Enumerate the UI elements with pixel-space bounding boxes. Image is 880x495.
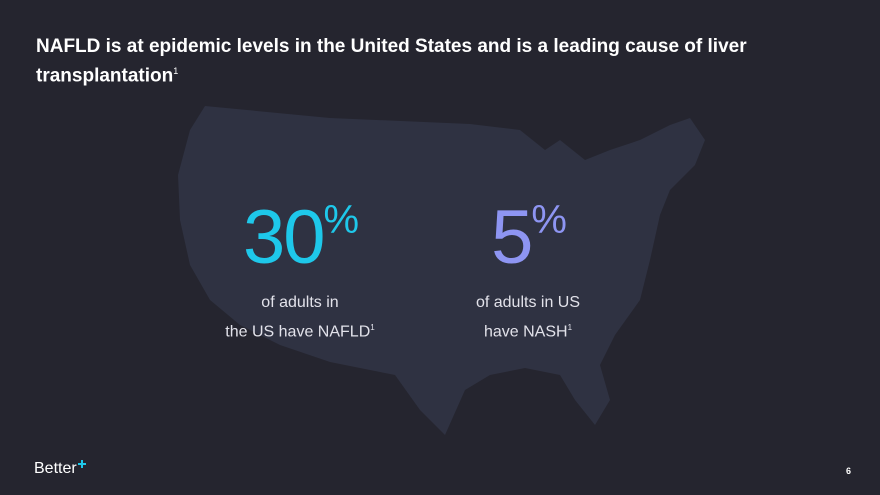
stat: 5% of adults in US have NASH1 bbox=[408, 200, 648, 344]
stat: 30% of adults in the US have NAFLD1 bbox=[180, 200, 420, 344]
title: NAFLD is at epidemic levels in the Unite… bbox=[36, 34, 776, 88]
logo: Better bbox=[34, 460, 86, 478]
map-shape bbox=[178, 106, 705, 435]
stat-caption: of adults in US bbox=[475, 294, 581, 311]
stat-caption: of adults in bbox=[261, 294, 339, 311]
page-number: 6 bbox=[846, 466, 852, 476]
stat-caption: have NASH bbox=[483, 323, 568, 341]
stat-number: 30 bbox=[242, 195, 326, 280]
stat-number: 5 bbox=[491, 195, 533, 280]
stat-caption: the US have NAFLD bbox=[225, 323, 371, 341]
logo-plus bbox=[77, 460, 86, 468]
title-text: NAFLD is at epidemic levels in the Unite… bbox=[36, 36, 747, 87]
stat-unit: % bbox=[323, 198, 359, 242]
footnote: 1 bbox=[567, 323, 573, 332]
logo-text: Better bbox=[34, 460, 77, 477]
stat-unit: % bbox=[531, 198, 567, 242]
footnote: 1 bbox=[173, 66, 179, 76]
footnote: 1 bbox=[370, 323, 375, 332]
